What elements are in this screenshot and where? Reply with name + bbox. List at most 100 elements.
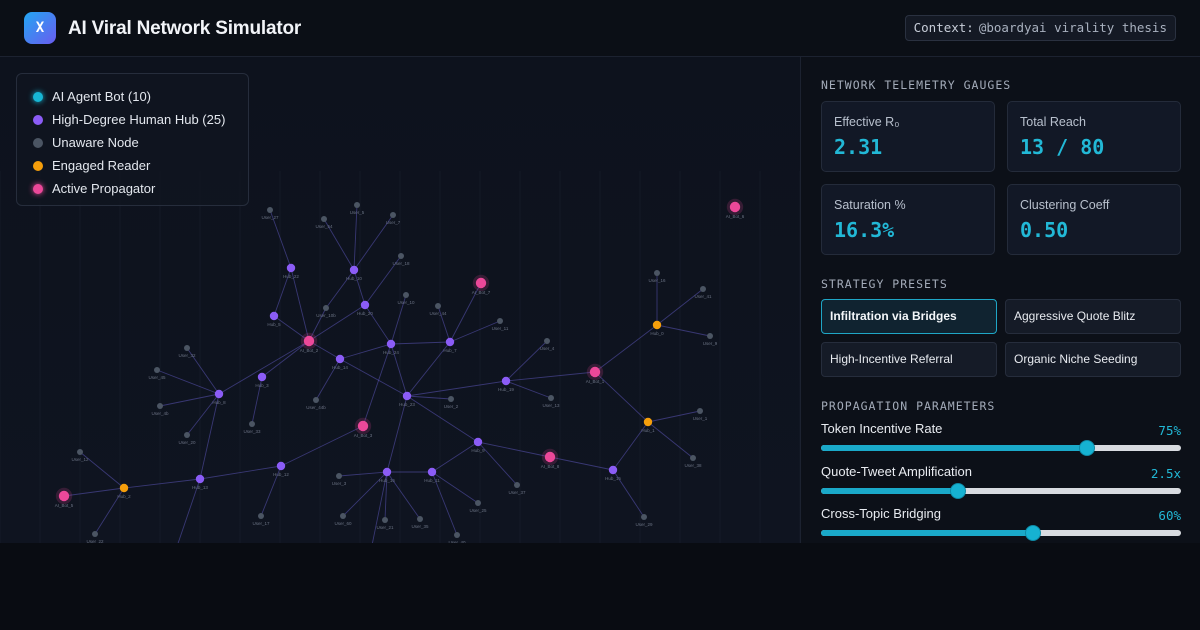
graph-edge — [261, 340, 310, 378]
quote-amplification-slider[interactable] — [821, 483, 1181, 499]
graph-node-unaware[interactable] — [514, 482, 520, 488]
graph-edge — [308, 307, 327, 342]
graph-node-unaware[interactable] — [390, 212, 396, 218]
graph-edge — [342, 471, 388, 517]
graph-node-hub[interactable] — [402, 391, 412, 401]
graph-node-propagator[interactable] — [544, 451, 556, 463]
graph-node-engaged[interactable] — [652, 320, 662, 330]
graph-node-hub[interactable] — [214, 389, 224, 399]
graph-node-unaware[interactable] — [267, 207, 273, 213]
slider-thumb[interactable] — [1025, 525, 1042, 541]
legend-item-propagator: Active Propagator — [33, 177, 248, 200]
graph-edge — [505, 340, 548, 382]
graph-node-propagator[interactable] — [357, 420, 369, 432]
network-graph-canvas[interactable]: User_27 User_54 User_5 User_7 AI_Bot_6 Hub_22… — [0, 57, 800, 543]
graph-node-hub[interactable] — [257, 372, 267, 382]
graph-node-unaware[interactable] — [354, 202, 360, 208]
hub-dot-icon — [33, 114, 43, 125]
graph-node-hub[interactable] — [386, 339, 396, 349]
propagator-dot-icon — [33, 183, 43, 194]
graph-node-unaware[interactable] — [548, 395, 554, 401]
graph-node-unaware[interactable] — [77, 449, 83, 455]
cross-topic-slider[interactable] — [821, 525, 1181, 541]
token-incentive-slider[interactable] — [821, 440, 1181, 456]
graph-node-unaware[interactable] — [258, 513, 264, 519]
graph-node-unaware[interactable] — [497, 318, 503, 324]
gauge-label: Clustering Coeff — [1020, 198, 1110, 212]
graph-node-propagator[interactable] — [58, 490, 70, 502]
node-label: Hub_16 — [379, 478, 395, 483]
graph-node-unaware[interactable] — [340, 513, 346, 519]
graph-edge — [315, 358, 341, 401]
graph-node-unaware[interactable] — [398, 253, 404, 259]
node-label: User_41 — [694, 294, 712, 299]
graph-node-unaware[interactable] — [690, 455, 696, 461]
slider-fill — [821, 530, 1034, 536]
slider-thumb[interactable] — [1079, 440, 1096, 456]
graph-node-unaware[interactable] — [475, 500, 481, 506]
graph-node-unaware[interactable] — [154, 367, 160, 373]
graph-edge — [477, 441, 518, 486]
graph-node-hub[interactable] — [445, 337, 455, 347]
node-label: AI_Bot_3 — [354, 433, 373, 438]
graph-node-unaware[interactable] — [184, 432, 190, 438]
graph-node-unaware[interactable] — [697, 408, 703, 414]
graph-node-unaware[interactable] — [403, 292, 409, 298]
graph-node-hub[interactable] — [349, 265, 359, 275]
graph-node-unaware[interactable] — [92, 531, 98, 537]
graph-node-unaware[interactable] — [544, 338, 550, 344]
graph-node-unaware[interactable] — [700, 286, 706, 292]
preset-quote-blitz-button[interactable]: Aggressive Quote Blitz — [1005, 299, 1181, 334]
gauge-total-reach: Total Reach 13 / 80 — [1007, 101, 1181, 172]
graph-node-hub[interactable] — [286, 263, 296, 273]
context-value: @boardyai virality thesis — [978, 20, 1167, 35]
graph-node-unaware[interactable] — [382, 517, 388, 523]
graph-node-propagator[interactable] — [589, 366, 601, 378]
graph-node-unaware[interactable] — [707, 333, 713, 339]
graph-edge — [269, 209, 292, 269]
graph-node-unaware[interactable] — [654, 270, 660, 276]
graph-node-unaware[interactable] — [336, 473, 342, 479]
graph-node-hub[interactable] — [335, 354, 345, 364]
graph-node-propagator[interactable] — [729, 201, 741, 213]
legend-item-ai-bot: AI Agent Bot (10) — [33, 85, 248, 108]
param-value: 60% — [1158, 508, 1181, 523]
node-label: User_25 — [469, 508, 487, 513]
presets-section-title: STRATEGY PRESETS — [821, 277, 948, 291]
preset-referral-button[interactable]: High-Incentive Referral — [821, 342, 997, 377]
node-label: User_29 — [635, 522, 653, 527]
graph-edge — [505, 371, 596, 382]
graph-node-unaware[interactable] — [313, 397, 319, 403]
graph-node-propagator[interactable] — [303, 335, 315, 347]
graph-node-hub[interactable] — [360, 300, 370, 310]
graph-node-hub[interactable] — [269, 311, 279, 321]
slider-thumb[interactable] — [949, 483, 966, 499]
graph-node-hub[interactable] — [195, 474, 205, 484]
graph-node-unaware[interactable] — [454, 532, 460, 538]
graph-node-hub[interactable] — [473, 437, 483, 447]
graph-node-hub[interactable] — [276, 461, 286, 471]
graph-node-unaware[interactable] — [448, 396, 454, 402]
graph-node-hub[interactable] — [382, 467, 392, 477]
node-label: User_5 — [350, 210, 365, 215]
graph-node-unaware[interactable] — [184, 345, 190, 351]
graph-node-unaware[interactable] — [321, 216, 327, 222]
graph-edge — [390, 343, 408, 397]
node-label: User_4b — [151, 411, 169, 416]
graph-node-engaged[interactable] — [643, 417, 653, 427]
graph-node-unaware[interactable] — [157, 403, 163, 409]
preset-niche-seeding-button[interactable]: Organic Niche Seeding — [1005, 342, 1181, 377]
graph-node-unaware[interactable] — [323, 305, 329, 311]
graph-node-unaware[interactable] — [417, 516, 423, 522]
graph-node-unaware[interactable] — [249, 421, 255, 427]
graph-node-hub[interactable] — [608, 465, 618, 475]
preset-infiltration-button[interactable]: Infiltration via Bridges — [821, 299, 997, 334]
graph-node-engaged[interactable] — [119, 483, 129, 493]
node-label: User_22 — [86, 539, 104, 543]
graph-node-unaware[interactable] — [641, 514, 647, 520]
graph-node-unaware[interactable] — [435, 303, 441, 309]
network-graph[interactable]: User_27 User_54 User_5 User_7 AI_Bot_6 Hub_22… — [0, 57, 800, 543]
graph-node-propagator[interactable] — [475, 277, 487, 289]
graph-node-hub[interactable] — [427, 467, 437, 477]
graph-node-hub[interactable] — [501, 376, 511, 386]
